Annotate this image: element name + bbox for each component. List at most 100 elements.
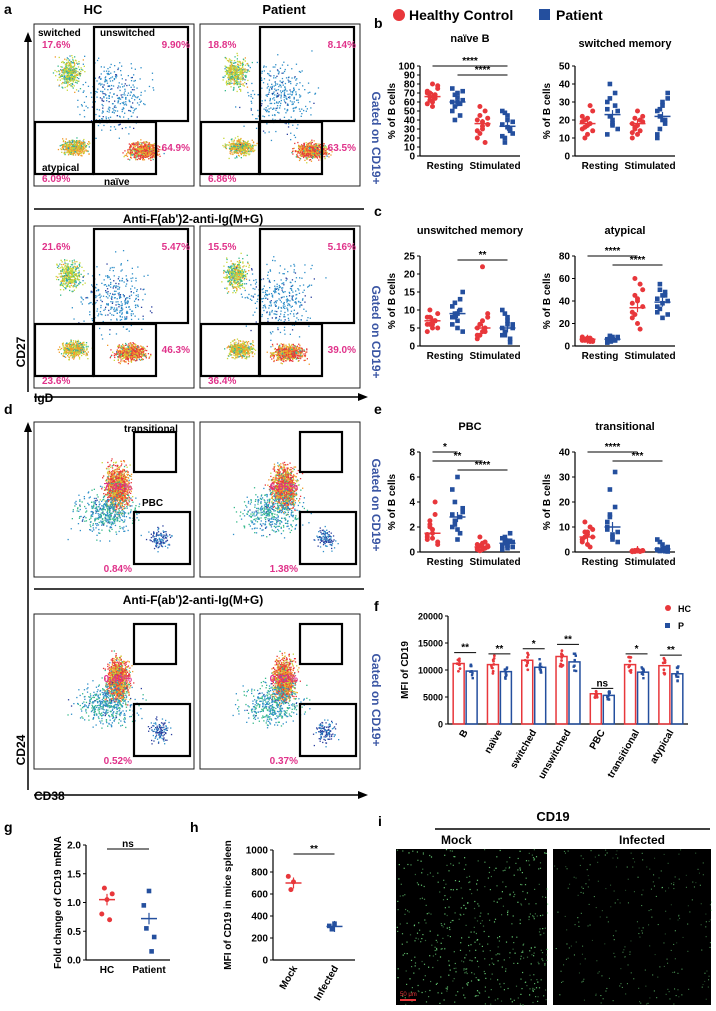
bar-point bbox=[491, 669, 495, 673]
pct-naive: 39.0% bbox=[328, 345, 356, 356]
y-tick-label: 0.5 bbox=[67, 927, 81, 938]
data-point bbox=[665, 544, 670, 550]
pct-transitional: 6.65% bbox=[270, 482, 298, 493]
bar-point bbox=[573, 669, 576, 672]
y-tick-label: 50 bbox=[404, 107, 416, 118]
data-point bbox=[607, 512, 613, 517]
data-point bbox=[655, 296, 660, 302]
data-point bbox=[435, 311, 441, 317]
data-point bbox=[141, 903, 147, 908]
sig-label: ** bbox=[667, 645, 675, 656]
chart-title: naïve B bbox=[450, 33, 489, 45]
y-tick-label: 6 bbox=[409, 473, 415, 484]
data-point bbox=[590, 108, 596, 114]
bar-point bbox=[573, 660, 576, 663]
y-tick-label: 20 bbox=[404, 270, 416, 281]
scale-bar-label: 50 μm bbox=[400, 992, 417, 998]
data-point bbox=[655, 108, 660, 114]
data-point bbox=[452, 314, 458, 320]
x-tick-label: HC bbox=[100, 965, 114, 976]
data-point bbox=[610, 537, 615, 542]
data-point bbox=[585, 131, 590, 137]
pct-pbc: 0.84% bbox=[104, 564, 132, 575]
bar-point bbox=[560, 656, 564, 659]
data-point bbox=[505, 318, 510, 324]
data-point bbox=[635, 321, 640, 326]
pct-pbc: 0.52% bbox=[104, 756, 132, 767]
data-point bbox=[510, 544, 515, 550]
data-point bbox=[665, 90, 670, 96]
legend-hc-label: Healthy Control bbox=[409, 7, 513, 23]
data-point bbox=[582, 135, 588, 141]
panel-letter-i: i bbox=[378, 813, 382, 829]
bar-HC-6 bbox=[658, 664, 671, 725]
data-point bbox=[500, 547, 505, 552]
sig-label: * bbox=[532, 639, 536, 650]
chart-title: PBC bbox=[458, 421, 481, 433]
data-point bbox=[450, 487, 455, 492]
data-point bbox=[450, 322, 455, 327]
bar-point bbox=[525, 664, 528, 668]
bar-point bbox=[627, 665, 631, 669]
y-tick-label: 90 bbox=[404, 71, 416, 82]
pct-transitional: 0.52% bbox=[270, 674, 298, 685]
data-point bbox=[665, 96, 670, 101]
bar-P-5 bbox=[636, 671, 650, 725]
data-point bbox=[109, 891, 115, 897]
y-tick-label: 10 bbox=[559, 523, 571, 534]
x-tick-label: Stimulated bbox=[469, 351, 520, 362]
chart-h: h 0 200 400 600 800 1000 MFI of CD19 in mice sp… bbox=[190, 819, 355, 1003]
pct-switched: 18.8% bbox=[208, 40, 236, 51]
pct-unswitched: 8.14% bbox=[328, 40, 356, 51]
flow-a-patient-stimulated-frame bbox=[199, 225, 361, 389]
bar-point bbox=[458, 659, 461, 663]
y-tick-label: 40 bbox=[559, 297, 571, 308]
y-tick-label: 20 bbox=[559, 116, 571, 127]
data-point bbox=[500, 307, 505, 313]
sig-label: **** bbox=[475, 65, 491, 76]
data-point bbox=[587, 103, 593, 109]
data-point bbox=[477, 113, 483, 118]
y-tick-label: 0 bbox=[438, 720, 443, 730]
data-point bbox=[502, 135, 508, 141]
data-point bbox=[510, 539, 515, 545]
x-tick-label: Resting bbox=[582, 351, 619, 362]
x-tick-label: atypical bbox=[648, 728, 676, 766]
gate-label-transitional: transitional bbox=[124, 424, 178, 435]
y-tick-label: 80 bbox=[404, 80, 416, 91]
data-point bbox=[477, 534, 483, 540]
data-point bbox=[655, 132, 660, 137]
pct-naive: 63.5% bbox=[328, 143, 356, 154]
bar-point bbox=[526, 655, 529, 659]
data-point bbox=[502, 537, 508, 542]
data-point bbox=[450, 304, 455, 309]
data-point bbox=[629, 315, 635, 321]
legend-patient-label: Patient bbox=[556, 7, 603, 23]
bar-point bbox=[594, 690, 598, 694]
bar-point bbox=[526, 668, 530, 672]
y-tick-label: 30 bbox=[559, 473, 571, 484]
flow-a-hc-stimulated-events bbox=[55, 250, 153, 365]
panel-a: a HC Patient Anti-F(ab')2-anti-Ig(M+G) G… bbox=[4, 1, 383, 405]
chart-c2: atypical 0 20 40 60 80 % of B cells Resting Stim… bbox=[542, 225, 676, 362]
data-point bbox=[662, 293, 668, 298]
data-point bbox=[612, 338, 618, 343]
bar-point bbox=[505, 666, 509, 669]
bar-point bbox=[677, 665, 680, 668]
data-point bbox=[430, 99, 435, 105]
data-point bbox=[657, 281, 663, 287]
bar-point bbox=[538, 664, 542, 667]
legend-hc-label: HC bbox=[678, 604, 691, 614]
flow-a-patient-resting-gate-atypical bbox=[199, 120, 261, 176]
data-point bbox=[452, 518, 458, 524]
gate-label-unswitched: unswitched bbox=[100, 28, 155, 39]
data-point bbox=[612, 90, 618, 96]
flow-a-hc-resting-frame bbox=[33, 23, 195, 187]
data-point bbox=[427, 307, 433, 313]
bar-point bbox=[539, 662, 542, 665]
data-point bbox=[101, 885, 107, 891]
data-point bbox=[610, 532, 615, 537]
y-tick-label: 400 bbox=[251, 912, 268, 923]
y-tick-label: 20000 bbox=[418, 612, 443, 622]
data-point bbox=[507, 340, 513, 345]
